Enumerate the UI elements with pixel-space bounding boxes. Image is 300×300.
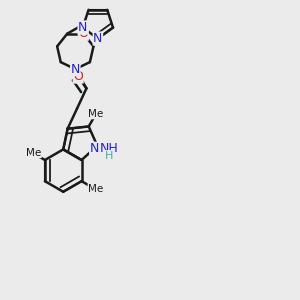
Text: N: N xyxy=(78,21,88,34)
Text: O: O xyxy=(79,27,88,40)
Text: Me: Me xyxy=(88,109,104,119)
Text: Me: Me xyxy=(88,184,103,194)
Text: N: N xyxy=(70,63,80,76)
Text: Me: Me xyxy=(26,148,41,158)
Text: O: O xyxy=(73,70,83,83)
Text: H: H xyxy=(105,151,114,160)
Text: N: N xyxy=(90,142,99,155)
Text: NH: NH xyxy=(99,142,118,155)
Text: N: N xyxy=(93,32,103,45)
